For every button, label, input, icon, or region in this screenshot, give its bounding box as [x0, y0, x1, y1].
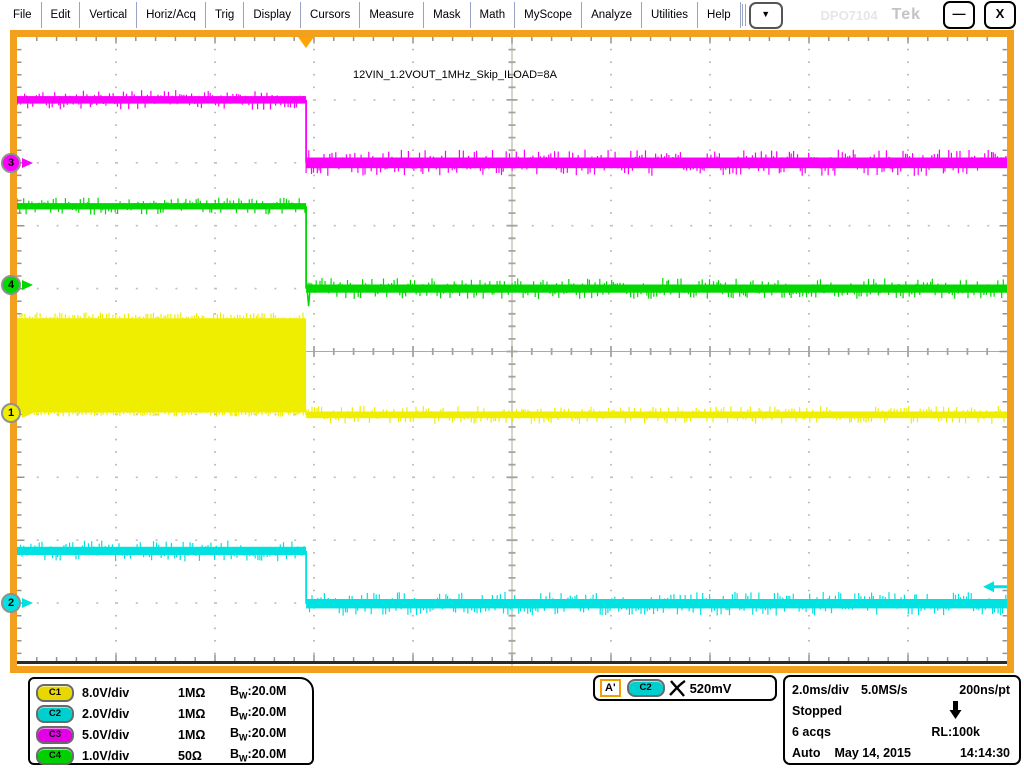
- channel-readout-box[interactable]: C1 8.0V/div 1MΩ BW:20.0M C2 2.0V/div 1MΩ…: [28, 677, 314, 765]
- channel-marker-c1[interactable]: 1: [1, 402, 35, 423]
- c2-impedance: 1MΩ: [178, 706, 206, 721]
- trigger-source-label: A': [600, 679, 621, 697]
- channel-badge-c2[interactable]: C2: [36, 704, 74, 723]
- menu-myscope[interactable]: MyScope: [515, 2, 583, 28]
- channel-baseline-arrow-icon: [22, 598, 33, 609]
- edge-trigger-icon: [668, 679, 686, 697]
- c2-bandwidth: BW:20.0M: [230, 705, 287, 722]
- acquisition-status: Stopped: [792, 703, 842, 718]
- channel-baseline-arrow-icon: [22, 407, 33, 418]
- waveform-annotation: 12VIN_1.2VOUT_1MHz_Skip_ILOAD=8A: [353, 69, 557, 81]
- date-value: May 14, 2015: [834, 745, 911, 760]
- horizontal-readout-box[interactable]: 2.0ms/div 5.0MS/s 200ns/pt Stopped 6 acq…: [783, 675, 1021, 765]
- trigger-position-marker[interactable]: [298, 37, 315, 48]
- menu-utilities[interactable]: Utilities: [642, 2, 699, 28]
- c3-bandwidth: BW:20.0M: [230, 726, 287, 743]
- c3-scale: 5.0V/div: [82, 727, 130, 742]
- c2-scale: 2.0V/div: [82, 706, 130, 721]
- model-label: DPO7104: [820, 7, 878, 23]
- channel-baseline-arrow-icon: [22, 157, 33, 168]
- c1-impedance: 1MΩ: [178, 685, 206, 700]
- record-length: RL:100k: [931, 724, 980, 739]
- menu-math[interactable]: Math: [471, 2, 516, 28]
- c3-impedance: 1MΩ: [178, 727, 206, 742]
- c4-scale: 1.0V/div: [82, 748, 130, 763]
- acquisition-count: 6 acqs: [792, 724, 831, 739]
- menu-edit[interactable]: Edit: [42, 2, 81, 28]
- timebase-row: 2.0ms/div 5.0MS/s 200ns/pt: [792, 679, 1010, 700]
- menu-mask[interactable]: Mask: [424, 2, 471, 28]
- menu-display[interactable]: Display: [244, 2, 302, 28]
- trigger-channel-badge[interactable]: C2: [626, 679, 665, 697]
- menu-file[interactable]: File: [4, 2, 42, 28]
- menu-cursors[interactable]: Cursors: [301, 2, 361, 28]
- c1-bandwidth: BW:20.0M: [230, 684, 287, 701]
- c1-scale: 8.0V/div: [82, 685, 130, 700]
- channel-row-c4: C4 1.0V/div 50Ω BW:20.0M: [36, 745, 312, 766]
- channel-marker-c2[interactable]: 2: [1, 593, 35, 614]
- sample-rate: 5.0MS/s: [860, 682, 908, 697]
- menu-analyze[interactable]: Analyze: [582, 2, 642, 28]
- channel-row-c1: C1 8.0V/div 1MΩ BW:20.0M: [36, 682, 312, 703]
- time-value: 14:14:30: [959, 745, 1010, 760]
- channel-badge-c4[interactable]: C4: [36, 746, 74, 765]
- acq-count-row: 6 acqs RL:100k: [792, 721, 1010, 742]
- waveform-display: 12VIN_1.2VOUT_1MHz_Skip_ILOAD=8A: [10, 30, 1014, 673]
- trigger-mode: Auto: [792, 745, 821, 760]
- tek-logo: Tek: [891, 6, 921, 23]
- acquisition-status-row: Stopped: [792, 700, 1010, 721]
- readout-panel: C1 8.0V/div 1MΩ BW:20.0M C2 2.0V/div 1MΩ…: [0, 673, 1024, 768]
- channel-badge-c3[interactable]: C3: [36, 725, 74, 744]
- menu-divider: [741, 4, 746, 26]
- channel-number-badge: 4: [1, 275, 21, 296]
- trigger-mode-row: Auto May 14, 2015 14:14:30: [792, 742, 1010, 763]
- menu-measure[interactable]: Measure: [360, 2, 425, 28]
- channel-marker-c4[interactable]: 4: [1, 275, 35, 296]
- resolution: 200ns/pt: [959, 682, 1010, 697]
- menu-help[interactable]: Help: [698, 2, 741, 28]
- menu-trig[interactable]: Trig: [206, 2, 245, 28]
- brand-area: DPO7104 Tek — X: [821, 1, 1024, 29]
- acquisition-indicator-icon: [949, 701, 962, 719]
- trigger-readout-box[interactable]: A' C2 520mV: [593, 675, 777, 701]
- c4-bandwidth: BW:20.0M: [230, 747, 287, 764]
- channel-baseline-arrow-icon: [22, 280, 33, 291]
- channel-badge-c1[interactable]: C1: [36, 683, 74, 702]
- graticule-and-traces: [17, 37, 1007, 666]
- channel-row-c3: C3 5.0V/div 1MΩ BW:20.0M: [36, 724, 312, 745]
- menu-overflow-button[interactable]: ▼: [748, 1, 783, 29]
- menu-vertical[interactable]: Vertical: [80, 2, 138, 28]
- channel-number-badge: 2: [1, 593, 21, 614]
- trigger-level-value: 520mV: [689, 680, 732, 696]
- channel-number-badge: 3: [1, 152, 21, 173]
- channel-number-badge: 1: [1, 402, 21, 423]
- timebase-scale: 2.0ms/div: [792, 682, 849, 697]
- close-button[interactable]: X: [984, 1, 1016, 29]
- menu-horiz-acq[interactable]: Horiz/Acq: [137, 2, 206, 28]
- channel-row-c2: C2 2.0V/div 1MΩ BW:20.0M: [36, 703, 312, 724]
- c4-impedance: 50Ω: [178, 748, 202, 763]
- menu-bar: File Edit Vertical Horiz/Acq Trig Displa…: [0, 0, 1024, 30]
- minimize-button[interactable]: —: [943, 1, 975, 29]
- channel-marker-c3[interactable]: 3: [1, 152, 35, 173]
